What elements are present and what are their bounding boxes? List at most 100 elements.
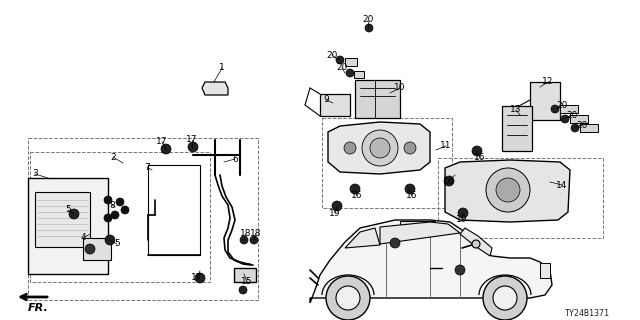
Bar [28, 178, 108, 274]
Bar [570, 115, 588, 123]
Text: 20: 20 [326, 51, 338, 60]
Polygon shape [328, 122, 430, 174]
Circle shape [240, 236, 248, 244]
Circle shape [116, 198, 124, 206]
Text: TY24B1371: TY24B1371 [565, 308, 610, 317]
Bar [213, 85, 217, 92]
Circle shape [161, 144, 171, 154]
Circle shape [472, 240, 480, 248]
Bar [530, 82, 560, 120]
Bar [219, 85, 223, 92]
Circle shape [195, 273, 205, 283]
Text: 17: 17 [191, 274, 203, 283]
Circle shape [405, 184, 415, 194]
Circle shape [551, 105, 559, 113]
Polygon shape [445, 160, 570, 222]
Circle shape [571, 124, 579, 132]
Bar [345, 58, 357, 66]
Text: 16: 16 [444, 177, 455, 186]
Bar [234, 268, 256, 282]
Circle shape [336, 286, 360, 310]
Circle shape [444, 176, 454, 186]
Circle shape [188, 142, 198, 152]
Text: 20: 20 [336, 63, 348, 73]
Text: 14: 14 [556, 180, 568, 189]
Circle shape [85, 244, 95, 254]
Text: 9: 9 [323, 95, 329, 105]
Circle shape [486, 168, 530, 212]
Text: 20: 20 [576, 121, 588, 130]
Bar [28, 138, 258, 300]
Text: 18: 18 [250, 229, 262, 238]
Circle shape [104, 214, 112, 222]
Bar [400, 221, 435, 231]
Circle shape [362, 130, 398, 166]
Bar [580, 124, 598, 132]
Circle shape [336, 56, 344, 64]
Polygon shape [202, 82, 228, 95]
Circle shape [104, 196, 112, 204]
Bar [355, 80, 400, 118]
Circle shape [326, 276, 370, 320]
Text: 4: 4 [80, 234, 86, 243]
Text: 2: 2 [110, 153, 116, 162]
Text: 8: 8 [109, 201, 115, 210]
Bar [35, 192, 90, 247]
Circle shape [69, 209, 79, 219]
Bar [322, 118, 452, 208]
Circle shape [370, 138, 390, 158]
Circle shape [332, 201, 342, 211]
Circle shape [496, 178, 520, 202]
Circle shape [239, 286, 247, 294]
Circle shape [483, 276, 527, 320]
Circle shape [561, 115, 569, 123]
Circle shape [121, 206, 129, 214]
Text: 6: 6 [232, 155, 238, 164]
Text: 1: 1 [219, 63, 225, 73]
Text: 15: 15 [241, 277, 253, 286]
Text: 19: 19 [456, 215, 468, 225]
Bar [320, 94, 350, 116]
Polygon shape [460, 228, 492, 256]
Circle shape [344, 142, 356, 154]
Polygon shape [380, 222, 460, 244]
Text: 17: 17 [156, 138, 168, 147]
Text: 5: 5 [114, 239, 120, 249]
Text: 19: 19 [329, 209, 340, 218]
Text: 3: 3 [32, 170, 38, 179]
Text: 7: 7 [144, 163, 150, 172]
Bar [560, 105, 578, 113]
Text: 16: 16 [474, 154, 486, 163]
Text: 16: 16 [406, 191, 418, 201]
Circle shape [390, 238, 400, 248]
Text: 18: 18 [240, 229, 252, 238]
Circle shape [105, 235, 115, 245]
Text: FR.: FR. [28, 303, 49, 313]
Text: 17: 17 [186, 135, 198, 145]
Circle shape [350, 184, 360, 194]
Text: 5: 5 [65, 205, 71, 214]
Bar [540, 263, 550, 278]
Circle shape [458, 208, 468, 218]
Circle shape [455, 265, 465, 275]
Bar [502, 106, 532, 151]
Circle shape [493, 286, 517, 310]
Text: 11: 11 [440, 141, 452, 150]
Bar [438, 158, 603, 238]
Circle shape [404, 142, 416, 154]
Text: 12: 12 [542, 77, 554, 86]
Text: 20: 20 [556, 100, 568, 109]
Bar [30, 152, 210, 282]
Circle shape [346, 69, 354, 77]
Polygon shape [310, 220, 552, 303]
Circle shape [365, 24, 373, 32]
Text: 20: 20 [362, 15, 374, 25]
Bar [354, 71, 364, 78]
Bar [83, 238, 111, 260]
Circle shape [472, 146, 482, 156]
Text: 13: 13 [510, 106, 522, 115]
Circle shape [250, 236, 258, 244]
Text: 16: 16 [351, 191, 363, 201]
Text: 10: 10 [394, 84, 406, 92]
Text: 20: 20 [566, 110, 578, 119]
